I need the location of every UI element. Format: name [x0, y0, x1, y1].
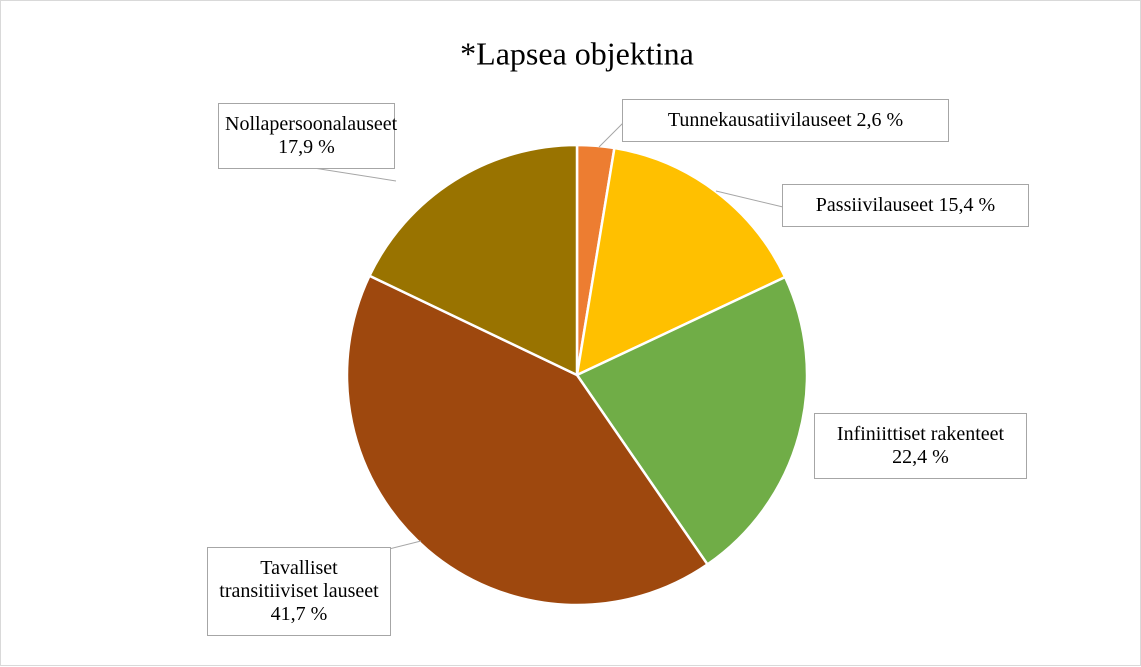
pie-slice — [575, 275, 809, 567]
label-value: 2,6 % — [856, 109, 904, 131]
pie-slice — [575, 146, 787, 378]
pie — [345, 143, 809, 607]
label-category: Infiniittiset rakenteet — [836, 423, 1005, 445]
pie-slice — [345, 274, 710, 607]
leader-line — [598, 122, 624, 148]
data-label: Nollapersoonalauseet 17,9 % — [218, 103, 398, 169]
chart-title: *Lapsea objektina — [460, 35, 694, 71]
label-category: Nollapersoonalauseet — [225, 113, 398, 135]
data-label: Passiivilauseet 15,4 % — [782, 184, 1029, 227]
pie-slice — [367, 143, 579, 377]
label-value: 41,7 % — [270, 603, 328, 625]
label-category: Passiivilauseet — [815, 194, 934, 216]
leader-line — [715, 190, 784, 208]
label-category: Tunnekausatiivilauseet — [667, 109, 852, 131]
data-label: Infiniittiset rakenteet 22,4 % — [814, 413, 1027, 479]
label-value: 17,9 % — [278, 136, 335, 158]
data-label: Tavalliset transitiiviset lauseet 41,7 % — [207, 547, 391, 636]
label-value: 22,4 % — [892, 446, 949, 468]
label-value: 15,4 % — [938, 194, 996, 216]
data-label: Tunnekausatiivilauseet 2,6 % — [622, 99, 949, 142]
label-category: Tavalliset transitiiviset lauseet — [219, 557, 379, 602]
